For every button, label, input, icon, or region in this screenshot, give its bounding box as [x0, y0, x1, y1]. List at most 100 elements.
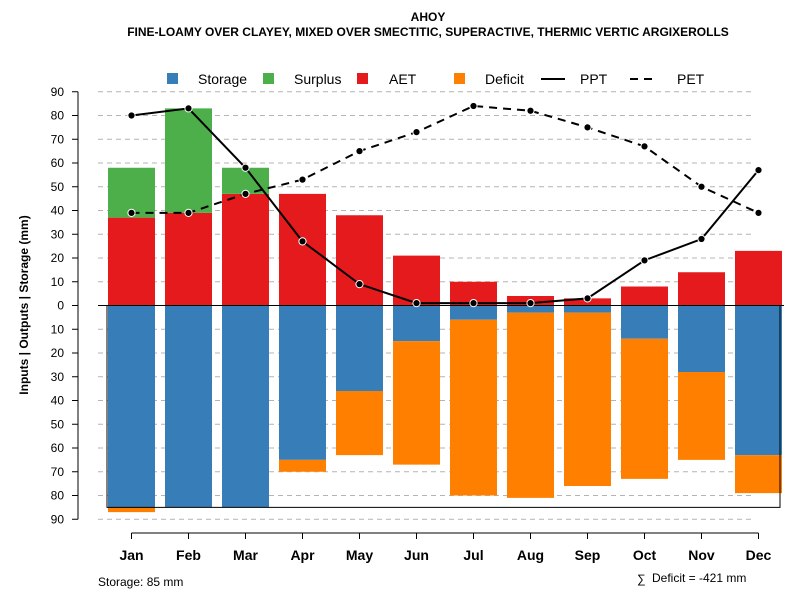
legend-swatch: [263, 73, 274, 84]
x-tick-label: Jan: [119, 547, 143, 563]
y-tick-label: 60: [51, 441, 65, 455]
pet-point: [640, 142, 649, 151]
chart-subtitle: FINE-LOAMY OVER CLAYEY, MIXED OVER SMECT…: [127, 25, 729, 39]
legend-label: Surplus: [294, 71, 341, 87]
aet-bar: [108, 217, 155, 306]
deficit-bar: [279, 459, 326, 472]
aet-bar: [735, 250, 782, 306]
deficit-bar: [507, 312, 554, 498]
storage-bar: [678, 305, 725, 372]
storage-bar: [507, 305, 554, 313]
storage-bar: [735, 305, 782, 456]
deficit-bar: [450, 319, 497, 496]
surplus-bar: [165, 108, 212, 213]
aet-bar: [450, 281, 497, 306]
pet-point: [298, 175, 307, 184]
pet-point: [184, 208, 193, 217]
ppt-point: [241, 163, 250, 172]
y-tick-label: 30: [51, 370, 65, 384]
pet-point: [241, 189, 250, 198]
x-tick-label: Sep: [575, 547, 601, 563]
y-tick-label: 80: [51, 109, 65, 123]
legend-label: PET: [677, 71, 705, 87]
x-tick-label: Jul: [463, 547, 483, 563]
ppt-line: [131, 107, 760, 305]
x-tick-label: Oct: [633, 547, 657, 563]
legend-swatch: [167, 73, 178, 84]
pet-point: [355, 147, 364, 156]
y-tick-label: 50: [51, 180, 65, 194]
storage-bar: [564, 305, 611, 313]
y-tick-label: 20: [51, 346, 65, 360]
storage-bar: [222, 305, 269, 508]
storage-bar: [450, 305, 497, 320]
y-tick-label: 70: [51, 132, 65, 146]
chart-title: AHOY: [411, 10, 446, 24]
ppt-point: [640, 256, 649, 265]
storage-bar: [621, 305, 668, 339]
legend-swatch: [454, 73, 465, 84]
legend-label: Deficit: [485, 71, 524, 87]
x-tick-label: Mar: [233, 547, 258, 563]
storage-bar: [393, 305, 440, 342]
pet-point: [469, 101, 478, 111]
aet-bar: [621, 286, 668, 306]
x-tick-label: Feb: [176, 547, 201, 563]
ppt-point: [469, 299, 478, 308]
pet-point: [583, 123, 592, 132]
deficit-bar: [336, 391, 383, 456]
pet-point: [754, 208, 763, 217]
y-tick-label: 90: [51, 512, 65, 526]
deficit-bar: [108, 507, 155, 513]
y-tick-label: 10: [51, 322, 65, 336]
ppt-point: [412, 299, 421, 308]
pet-point: [697, 182, 706, 191]
chart-legend: Storage Surplus AET Deficit PPT PET: [167, 71, 705, 87]
legend-label: Storage: [198, 71, 247, 87]
y-tick-label: 20: [51, 251, 65, 265]
y-axis-label: Inputs | Outputs | Storage (mm): [17, 215, 31, 394]
pet-point: [526, 106, 535, 115]
ppt-point: [355, 280, 364, 289]
x-tick-label: Nov: [688, 547, 715, 563]
x-tick-label: Aug: [517, 547, 544, 563]
deficit-bar: [564, 312, 611, 486]
storage-frame: [98, 305, 784, 508]
y-tick-label: 60: [51, 156, 65, 170]
aet-bar: [165, 212, 212, 306]
lines: [127, 101, 763, 308]
storage-bar: [165, 305, 212, 508]
y-tick-label: 30: [51, 227, 65, 241]
x-tick-label: Jun: [404, 547, 429, 563]
deficit-bar: [621, 338, 668, 479]
y-tick-label: 10: [51, 275, 65, 289]
ppt-point: [127, 111, 136, 120]
ppt-point: [298, 237, 307, 246]
pet-point: [412, 128, 421, 137]
deficit-note: Deficit = -421 mm: [652, 571, 746, 585]
ppt-point: [526, 299, 535, 308]
storage-bar: [279, 305, 326, 460]
axes: 90 80 70 60 50 40 30 20 10 0 10 20 30 40 50 60 70 80 90 Jan…: [51, 85, 772, 563]
deficit-bar: [393, 341, 440, 465]
bars: [108, 108, 782, 513]
deficit-bar: [735, 455, 782, 494]
y-tick-label: 40: [51, 394, 65, 408]
y-tick-label: 70: [51, 465, 65, 479]
x-tick-label: Apr: [290, 547, 315, 563]
aet-bar: [222, 193, 269, 306]
x-tick-label: May: [346, 547, 373, 563]
ppt-point: [754, 166, 763, 175]
deficit-bar: [678, 372, 725, 460]
y-tick-label: 50: [51, 417, 65, 431]
pet-line: [131, 104, 759, 214]
x-tick-label: Dec: [746, 547, 772, 563]
ppt-point: [697, 234, 706, 244]
legend-label: AET: [389, 71, 417, 87]
sigma-icon: ∑: [637, 572, 646, 586]
storage-bar: [336, 305, 383, 391]
aet-bar: [336, 215, 383, 306]
y-tick-label: 80: [51, 489, 65, 503]
legend-label: PPT: [580, 71, 608, 87]
